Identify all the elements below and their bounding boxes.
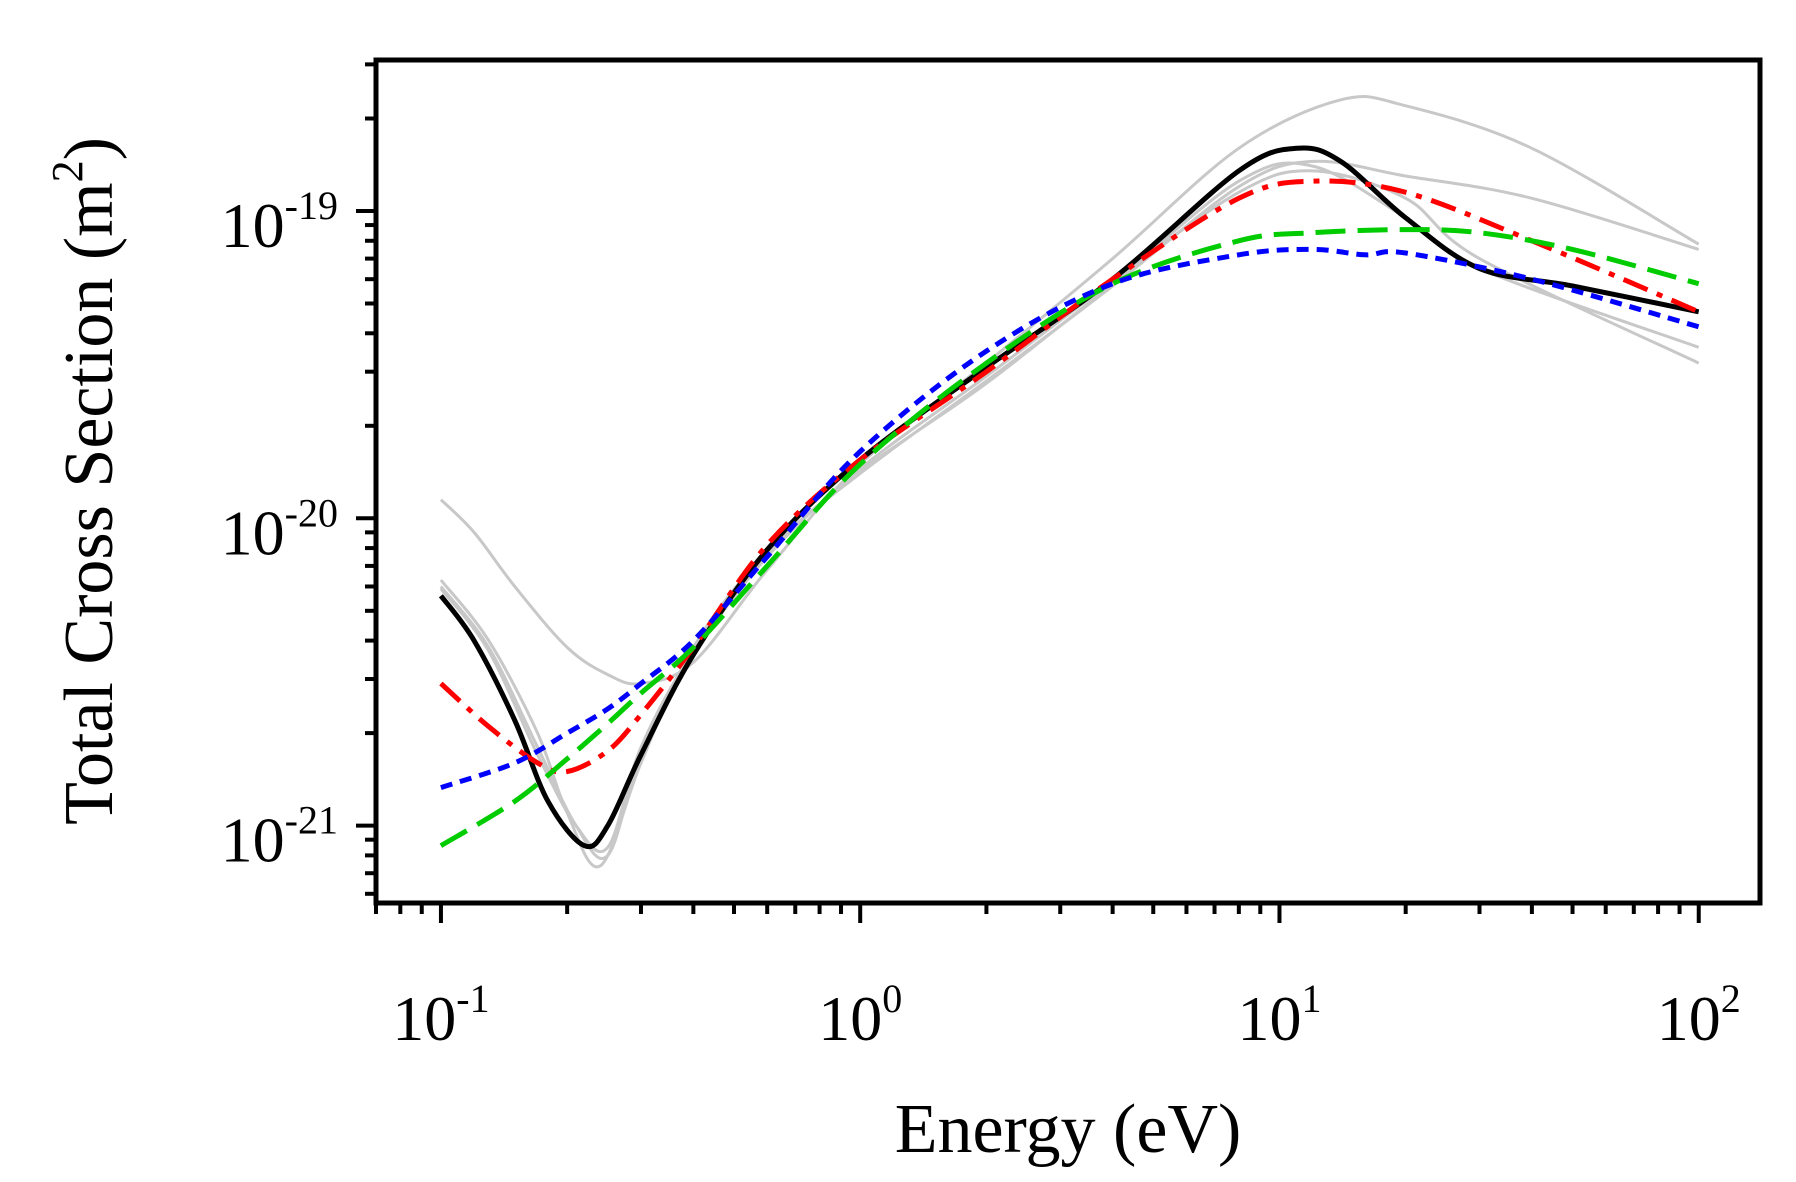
plot-frame: [373, 57, 1763, 906]
x-tick-label: 102: [1657, 976, 1741, 1054]
series-line-5: [438, 145, 1700, 850]
y-axis-label: Total Cross Section (m2): [43, 137, 128, 825]
tick-layer: 10-1 100 101 102 10-21 10-20 10-19: [221, 62, 1741, 1054]
x-tick-label: 101: [1237, 976, 1321, 1054]
y-tick-label: 10-20: [221, 490, 338, 568]
y-axis-label-sup: 2: [43, 160, 92, 182]
series-line-4: [439, 161, 1700, 854]
series-line-3: [439, 169, 1700, 860]
y-axis-label-main: Total Cross Section (m: [51, 182, 128, 825]
series-line-8: [440, 246, 1700, 790]
series-line-7: [439, 227, 1700, 848]
series-line-2: [439, 159, 1700, 869]
x-tick-label: 10-1: [392, 976, 489, 1054]
y-tick-label: 10-21: [221, 798, 338, 876]
x-tick-label: 100: [818, 976, 902, 1054]
x-axis-label: Energy (eV): [895, 1091, 1242, 1168]
series-line-1: [439, 94, 1700, 686]
y-axis-label-close: ): [51, 137, 128, 160]
series-line-6: [439, 178, 1700, 775]
y-tick-label: 10-19: [221, 183, 338, 261]
series-layer: [438, 94, 1700, 869]
